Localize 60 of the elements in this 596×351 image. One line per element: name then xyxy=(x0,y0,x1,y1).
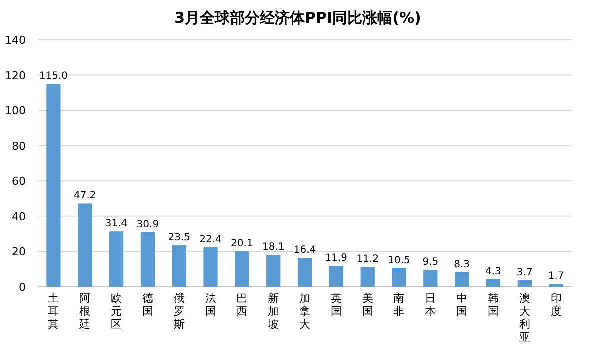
x-tick-label: 阿根廷 xyxy=(78,292,91,331)
data-label: 16.4 xyxy=(294,245,316,256)
bar xyxy=(78,204,92,287)
y-tick-label: 80 xyxy=(12,140,26,153)
y-tick-label: 40 xyxy=(12,210,26,224)
data-label: 3.7 xyxy=(516,267,533,278)
chart-title: 3月全球部分经济体PPI同比涨幅(%) xyxy=(174,9,422,27)
bar xyxy=(204,247,218,287)
y-tick-label: 100 xyxy=(5,104,26,118)
data-label: 11.9 xyxy=(325,253,348,264)
x-tick-label: 美国 xyxy=(362,292,374,318)
x-tick-label: 印度 xyxy=(550,292,562,318)
x-tick-label: 日本 xyxy=(425,292,436,318)
data-label: 30.9 xyxy=(136,219,160,230)
bar xyxy=(454,272,470,287)
bar xyxy=(109,232,124,287)
x-tick-label: 新加坡 xyxy=(267,292,280,331)
x-tick-label: 韩国 xyxy=(488,292,499,318)
bar xyxy=(424,270,438,287)
x-tick-label: 南非 xyxy=(394,292,405,318)
bar xyxy=(518,280,532,287)
y-tick-label: 60 xyxy=(12,175,26,188)
x-tick-label: 俄罗斯 xyxy=(174,292,185,331)
x-tick-label: 土耳其 xyxy=(48,292,60,331)
data-label: 18.1 xyxy=(262,242,285,254)
x-tick-label: 法国 xyxy=(205,292,216,318)
y-tick-label: 20 xyxy=(12,246,26,259)
x-tick-label: 澳大利亚 xyxy=(519,292,530,344)
bar xyxy=(298,258,312,287)
y-tick-label: 0 xyxy=(19,281,26,294)
bar xyxy=(235,252,250,287)
bar xyxy=(392,268,406,287)
bar xyxy=(549,284,564,287)
data-label: 4.3 xyxy=(486,266,502,278)
bar xyxy=(360,267,375,287)
bar xyxy=(329,266,344,287)
data-label: 23.5 xyxy=(168,232,190,244)
data-label: 20.1 xyxy=(231,238,254,250)
data-label: 8.3 xyxy=(454,259,470,270)
x-tick-label: 德国 xyxy=(142,292,154,318)
data-label: 22.4 xyxy=(200,234,222,246)
data-label: 47.2 xyxy=(74,190,96,202)
x-tick-label: 欧元区 xyxy=(111,292,122,331)
data-label: 9.5 xyxy=(422,257,439,268)
bar xyxy=(266,255,281,287)
bar xyxy=(140,232,156,287)
x-tick-label: 加拿大 xyxy=(300,292,310,331)
data-label: 1.7 xyxy=(548,271,564,282)
y-tick-label: 120 xyxy=(5,69,26,82)
bar xyxy=(46,84,61,287)
bar xyxy=(172,246,186,287)
x-tick-label: 中国 xyxy=(456,292,468,318)
data-label: 10.5 xyxy=(388,255,410,266)
bar xyxy=(486,279,501,287)
x-tick-label: 英国 xyxy=(330,292,342,318)
x-tick-label: 巴西 xyxy=(236,292,248,318)
data-label: 11.2 xyxy=(356,254,379,266)
data-label: 31.4 xyxy=(105,218,128,230)
y-tick-label: 140 xyxy=(5,34,26,47)
data-label: 115.0 xyxy=(39,71,68,82)
